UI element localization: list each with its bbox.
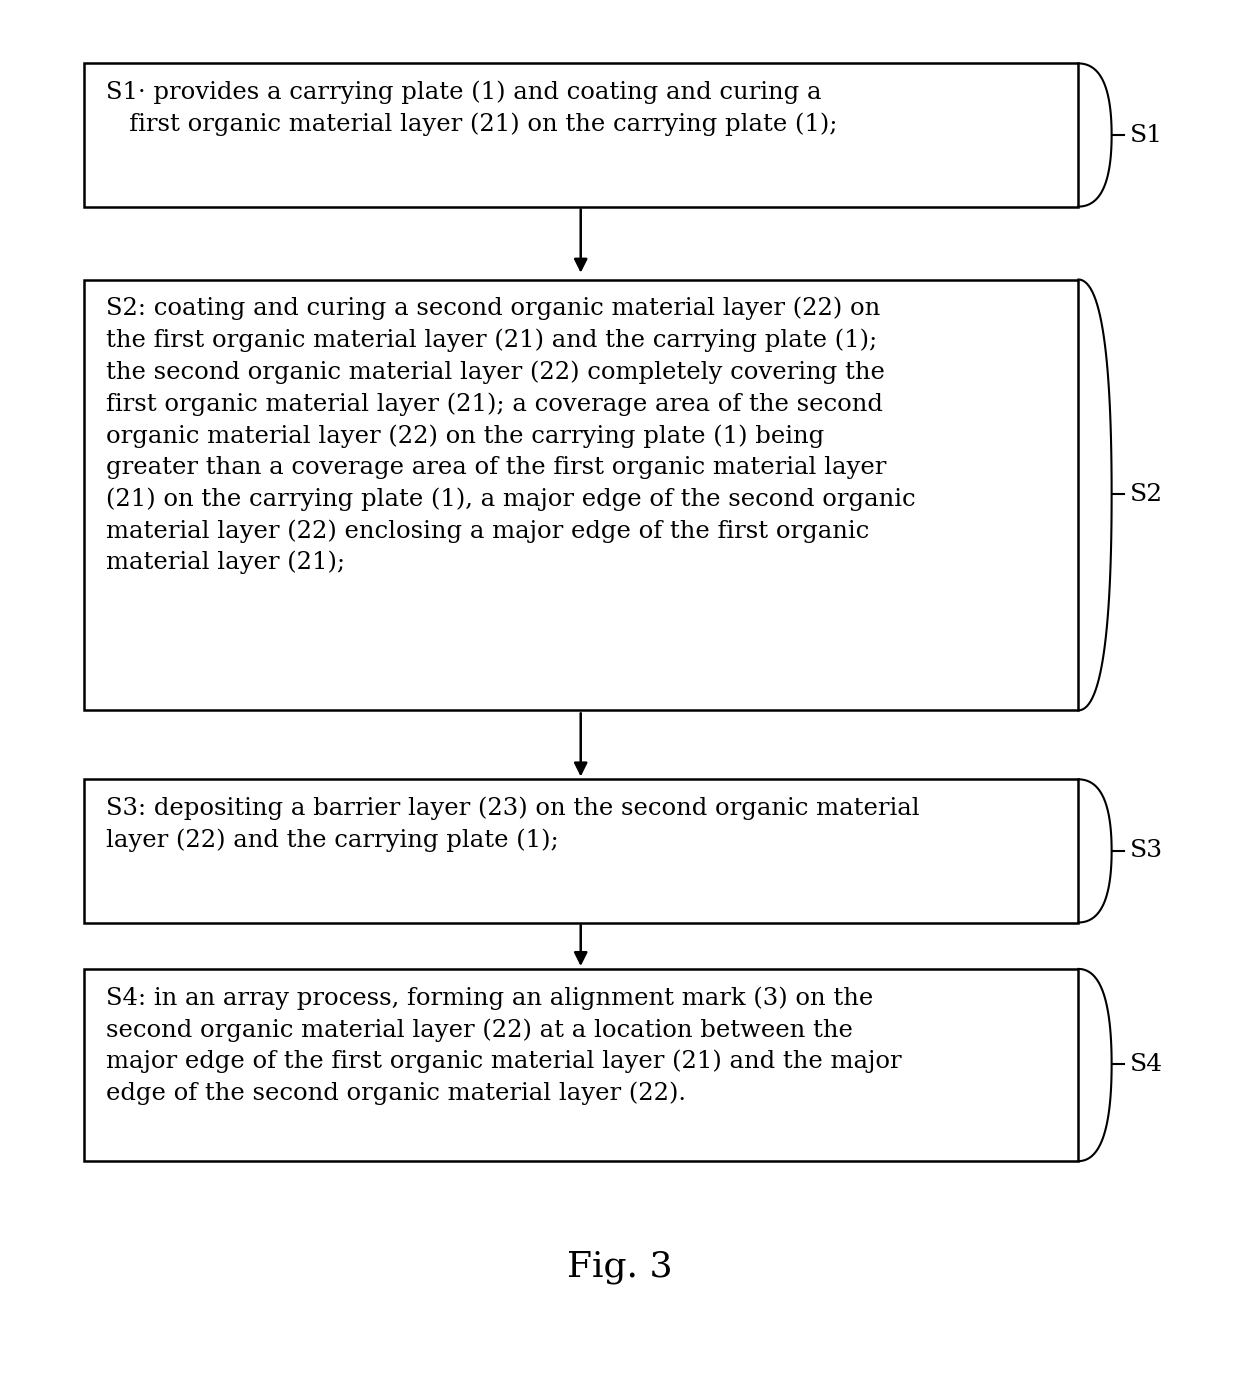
Text: S3: depositing a barrier layer (23) on the second organic material
layer (22) an: S3: depositing a barrier layer (23) on t… xyxy=(105,797,919,852)
Text: S3: S3 xyxy=(1130,840,1163,862)
Text: S4: S4 xyxy=(1130,1052,1163,1076)
Text: S4: in an array process, forming an alignment mark (3) on the
second organic mat: S4: in an array process, forming an alig… xyxy=(105,986,901,1105)
Text: Fig. 3: Fig. 3 xyxy=(567,1250,673,1284)
Text: S2: coating and curing a second organic material layer (22) on
the first organic: S2: coating and curing a second organic … xyxy=(105,297,915,574)
Text: S1: S1 xyxy=(1130,123,1162,146)
Bar xyxy=(84,779,1079,923)
Bar xyxy=(84,969,1079,1161)
Text: S2: S2 xyxy=(1130,483,1163,505)
Text: S1· provides a carrying plate (1) and coating and curing a
   first organic mate: S1· provides a carrying plate (1) and co… xyxy=(105,80,837,137)
Bar xyxy=(84,64,1079,207)
Bar xyxy=(84,279,1079,710)
